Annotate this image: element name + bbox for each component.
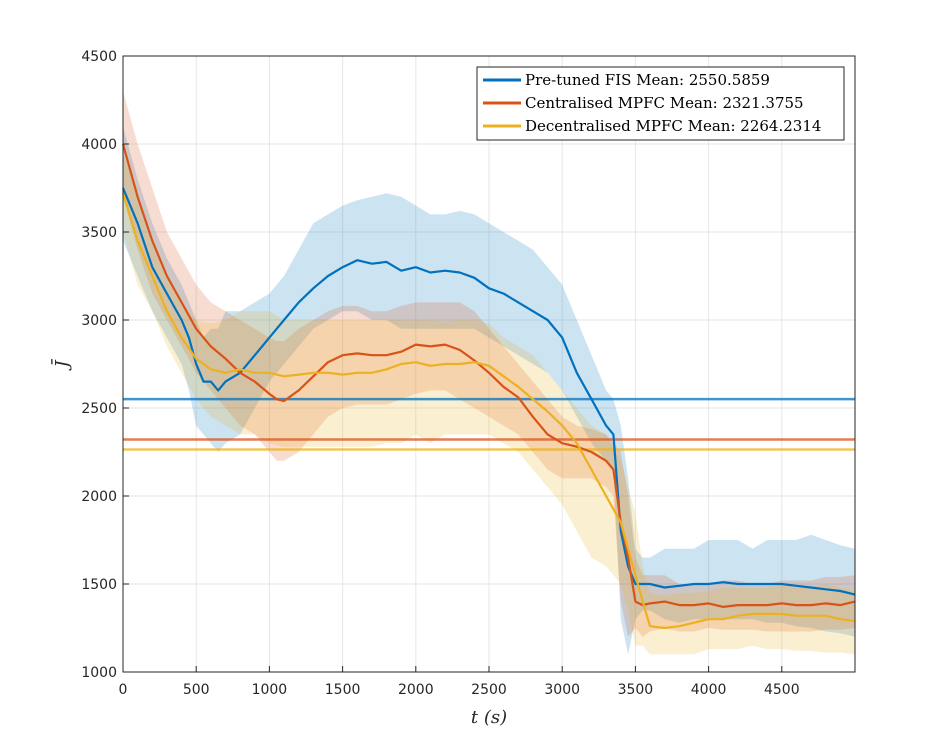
legend-box [476,66,845,141]
pre-tuned-fis-band [123,126,855,655]
x-tick-label: 1500 [325,682,361,698]
x-tick-label: 1000 [252,682,288,698]
x-axis-label: t (s) [471,707,507,728]
x-tick-label: 3500 [618,682,654,698]
decentralised-mpfc-line [121,192,856,630]
y-tick-label: 4500 [81,49,117,65]
mean-lines [123,397,855,451]
y-axis-label: J̄ [50,359,73,372]
y-tick-label: 1500 [81,577,117,593]
x-tick-label: 4000 [691,682,727,698]
pre-tuned-fis-line [121,187,856,596]
legend-entry-decentralised-mpfc: Decentralised MPFC Mean: 2264.2314 [525,117,821,135]
y-tick-label: 4000 [81,137,117,153]
series-lines [121,143,856,630]
y-tick-label: 1000 [81,665,117,681]
axis-ticks: 0 500 1000 1500 2000 2500 3000 3500 4000 4500 1000… [81,49,799,698]
centralised-mpfc-line [121,143,856,609]
shaded-bands [123,91,855,655]
y-tick-label: 2000 [81,489,117,505]
x-tick-label: 4500 [764,682,800,698]
y-tick-label: 2500 [81,401,117,417]
legend: Pre-tuned FIS Mean: 2550.5859 Centralise… [476,66,845,141]
x-tick-label: 2500 [471,682,507,698]
decentralised-mpfc-band [123,152,855,655]
centralised-mpfc-band [123,91,855,637]
x-tick-label: 3000 [544,682,580,698]
legend-entry-pre-tuned-fis: Pre-tuned FIS Mean: 2550.5859 [525,71,770,89]
x-tick-label: 0 [119,682,128,698]
y-tick-label: 3500 [81,225,117,241]
y-tick-label: 3000 [81,313,117,329]
x-tick-label: 2000 [398,682,434,698]
legend-entry-centralised-mpfc: Centralised MPFC Mean: 2321.3755 [525,94,804,112]
x-tick-label: 500 [183,682,210,698]
